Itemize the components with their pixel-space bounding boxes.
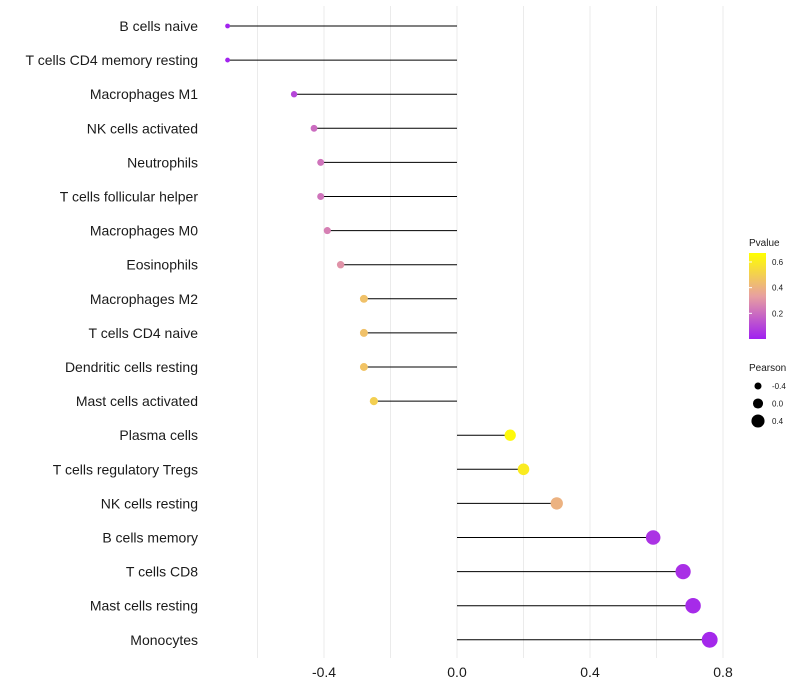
pvalue-colorbar <box>749 253 766 339</box>
data-point <box>645 530 661 545</box>
data-point <box>685 597 701 614</box>
category-label: NK cells resting <box>101 495 198 511</box>
data-point <box>336 260 345 269</box>
data-point <box>675 563 691 580</box>
category-label: B cells memory <box>102 530 198 546</box>
data-point <box>359 294 368 303</box>
data-point <box>550 497 563 510</box>
pvalue-legend-title: Pvalue <box>749 238 780 249</box>
colorbar-tick-label: 0.6 <box>772 258 784 267</box>
category-label: Macrophages M1 <box>90 86 198 102</box>
size-legend-label: -0.4 <box>772 382 786 391</box>
points <box>225 23 718 648</box>
data-point <box>701 631 718 648</box>
category-label: T cells follicular helper <box>60 189 199 205</box>
size-legend-label: 0.4 <box>772 417 784 426</box>
category-label: NK cells activated <box>87 120 198 136</box>
category-label: Neutrophils <box>127 154 198 170</box>
category-label: T cells regulatory Tregs <box>53 461 198 477</box>
category-label: T cells CD8 <box>126 564 198 580</box>
data-point <box>359 328 368 337</box>
pearson-legend: Pearson -0.4 0.0 0.4 <box>749 363 786 428</box>
category-label: T cells CD4 memory resting <box>26 52 198 68</box>
data-point <box>359 363 368 371</box>
data-point <box>310 124 318 132</box>
grid-layer <box>257 6 724 658</box>
colorbar-tick-label: 0.4 <box>772 284 784 293</box>
colorbar-tick-label: 0.2 <box>772 309 784 318</box>
category-label: Macrophages M0 <box>90 223 198 239</box>
pvalue-legend: Pvalue 0.2 0.4 0.6 <box>749 238 784 339</box>
category-label: Monocytes <box>130 632 198 648</box>
category-label: Mast cells resting <box>90 598 198 614</box>
x-tick-label: 0.8 <box>713 664 733 680</box>
pearson-legend-title: Pearson <box>749 363 786 374</box>
x-tick-label: -0.4 <box>312 664 336 680</box>
category-label: Eosinophils <box>126 257 198 273</box>
size-legend-dot <box>752 398 764 409</box>
category-labels: B cells naive T cells CD4 memory resting M… <box>26 18 199 648</box>
data-point <box>225 57 230 63</box>
x-tick-label: 0.0 <box>447 664 467 680</box>
category-label: Mast cells activated <box>76 393 198 409</box>
category-label: B cells naive <box>119 18 198 34</box>
data-point <box>517 463 530 476</box>
data-point <box>225 23 230 29</box>
size-legend-label: 0.0 <box>772 400 784 409</box>
category-label: Macrophages M2 <box>90 291 198 307</box>
size-legend-dot <box>751 414 765 428</box>
category-label: Plasma cells <box>119 427 198 443</box>
stems <box>227 25 710 641</box>
data-point <box>369 397 378 406</box>
x-axis-ticks: -0.4 0.0 0.4 0.8 <box>312 664 733 680</box>
data-point <box>317 158 325 166</box>
x-tick-label: 0.4 <box>580 664 600 680</box>
data-point <box>504 429 516 441</box>
data-point <box>323 227 331 235</box>
category-label: Dendritic cells resting <box>65 359 198 375</box>
data-point <box>290 91 298 98</box>
size-legend-dot <box>754 382 762 390</box>
data-point <box>317 193 325 200</box>
category-label: T cells CD4 naive <box>89 325 199 341</box>
